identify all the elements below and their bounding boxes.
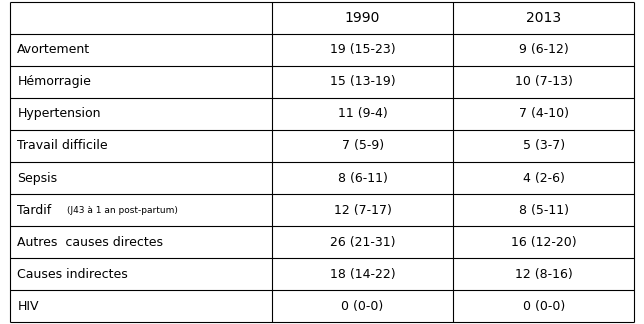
Text: 18 (14-22): 18 (14-22) <box>330 268 395 281</box>
Text: 5 (3-7): 5 (3-7) <box>523 139 565 153</box>
Text: 8 (6-11): 8 (6-11) <box>337 171 388 185</box>
Text: Causes indirectes: Causes indirectes <box>17 268 128 281</box>
Text: 11 (9-4): 11 (9-4) <box>337 107 388 121</box>
Text: 0 (0-0): 0 (0-0) <box>341 300 384 313</box>
Text: Travail difficile: Travail difficile <box>17 139 108 153</box>
Text: 0 (0-0): 0 (0-0) <box>523 300 565 313</box>
Text: Hémorragie: Hémorragie <box>17 75 91 88</box>
Text: 8 (5-11): 8 (5-11) <box>519 203 569 217</box>
Text: 12 (7-17): 12 (7-17) <box>334 203 392 217</box>
Text: Hypertension: Hypertension <box>17 107 101 121</box>
Text: 2013: 2013 <box>526 11 562 25</box>
Text: Tardif: Tardif <box>17 203 55 217</box>
Text: 7 (4-10): 7 (4-10) <box>519 107 569 121</box>
Text: 26 (21-31): 26 (21-31) <box>330 236 395 249</box>
Text: 9 (6-12): 9 (6-12) <box>519 43 569 56</box>
Text: (J43 à 1 an post-partum): (J43 à 1 an post-partum) <box>67 206 178 214</box>
Text: Avortement: Avortement <box>17 43 91 56</box>
Text: 19 (15-23): 19 (15-23) <box>330 43 395 56</box>
Text: 12 (8-16): 12 (8-16) <box>515 268 573 281</box>
Text: HIV: HIV <box>17 300 39 313</box>
Text: Sepsis: Sepsis <box>17 171 57 185</box>
Text: 7 (5-9): 7 (5-9) <box>341 139 384 153</box>
Text: Autres  causes directes: Autres causes directes <box>17 236 164 249</box>
Text: 15 (13-19): 15 (13-19) <box>330 75 395 88</box>
Text: 16 (12-20): 16 (12-20) <box>511 236 576 249</box>
Text: 10 (7-13): 10 (7-13) <box>515 75 573 88</box>
Text: 4 (2-6): 4 (2-6) <box>523 171 565 185</box>
Text: 1990: 1990 <box>345 11 381 25</box>
